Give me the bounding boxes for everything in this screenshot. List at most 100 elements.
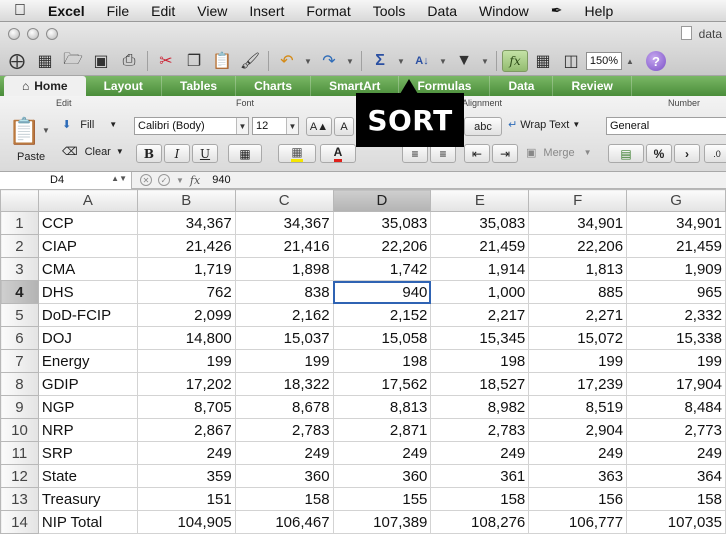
formula-input[interactable]: 940: [212, 174, 231, 186]
tab-review[interactable]: Review: [553, 76, 632, 96]
cell-c4[interactable]: 838: [234, 280, 334, 304]
menu-help[interactable]: Help: [584, 2, 614, 19]
menu-app[interactable]: Excel: [48, 2, 85, 19]
paste-label[interactable]: Paste: [17, 151, 46, 163]
cell-f9[interactable]: 8,519: [528, 395, 628, 419]
chevron-down-icon[interactable]: ▼: [481, 56, 489, 66]
cell-c9[interactable]: 8,678: [234, 395, 334, 419]
cell-g10[interactable]: 2,773: [626, 418, 726, 442]
row-header[interactable]: 7: [0, 349, 39, 373]
row-header[interactable]: 11: [0, 441, 39, 465]
wrap-text-button[interactable]: ↵ Wrap Text ▼: [508, 118, 580, 132]
cell-c11[interactable]: 249: [234, 441, 334, 465]
confirm-entry-icon[interactable]: ✓: [158, 174, 170, 186]
sort-icon[interactable]: A↓: [415, 55, 429, 67]
cell-f13[interactable]: 156: [528, 487, 628, 511]
column-header-e[interactable]: E: [430, 189, 530, 212]
cell-a9[interactable]: NGP: [37, 395, 138, 419]
cell-d12[interactable]: 360: [332, 464, 432, 488]
format-painter-icon[interactable]: 🖌: [239, 53, 261, 70]
increase-font-button[interactable]: A▲: [306, 117, 332, 136]
menu-data[interactable]: Data: [427, 2, 457, 19]
save-icon[interactable]: ▣: [93, 53, 109, 70]
cell-b2[interactable]: 21,426: [136, 234, 236, 258]
new-workbook-icon[interactable]: ⨁: [9, 53, 25, 70]
column-header-c[interactable]: C: [234, 189, 334, 212]
cell-c14[interactable]: 106,467: [234, 510, 334, 534]
fill-button[interactable]: ⬇ Fill ▼: [62, 118, 117, 132]
cell-e6[interactable]: 15,345: [430, 326, 530, 350]
cell-a12[interactable]: State: [37, 464, 138, 488]
cell-f11[interactable]: 249: [528, 441, 628, 465]
cell-b11[interactable]: 249: [136, 441, 236, 465]
cell-b9[interactable]: 8,705: [136, 395, 236, 419]
cell-e8[interactable]: 18,527: [430, 372, 530, 396]
cell-f12[interactable]: 363: [528, 464, 628, 488]
chevron-down-icon[interactable]: ▼: [304, 56, 312, 66]
cell-c8[interactable]: 18,322: [234, 372, 334, 396]
cell-g6[interactable]: 15,338: [626, 326, 726, 350]
cell-f6[interactable]: 15,072: [528, 326, 628, 350]
cell-d7[interactable]: 198: [332, 349, 432, 373]
cell-a6[interactable]: DOJ: [37, 326, 138, 350]
cell-a14[interactable]: NIP Total: [37, 510, 138, 534]
cell-b13[interactable]: 151: [136, 487, 236, 511]
menu-window[interactable]: Window: [479, 2, 529, 19]
row-header[interactable]: 2: [0, 234, 39, 258]
bold-button[interactable]: B: [136, 144, 162, 163]
row-header[interactable]: 1: [0, 211, 39, 235]
gallery-icon[interactable]: ▦: [535, 53, 551, 70]
cell-d1[interactable]: 35,083: [332, 211, 432, 235]
cell-g8[interactable]: 17,904: [626, 372, 726, 396]
chevron-down-icon[interactable]: ▼: [439, 56, 447, 66]
select-all-corner[interactable]: [0, 189, 39, 212]
zoom-window-button[interactable]: [46, 28, 58, 40]
cell-g12[interactable]: 364: [626, 464, 726, 488]
cell-b14[interactable]: 104,905: [136, 510, 236, 534]
redo-icon[interactable]: ↷: [322, 53, 336, 70]
row-header[interactable]: 5: [0, 303, 39, 327]
zoom-select[interactable]: 150%: [586, 52, 622, 70]
decrease-indent-button[interactable]: ⇤: [464, 144, 490, 163]
cell-e3[interactable]: 1,914: [430, 257, 530, 281]
paste-icon[interactable]: 📋: [212, 53, 232, 70]
undo-icon[interactable]: ↶: [280, 53, 294, 70]
menu-insert[interactable]: Insert: [249, 2, 285, 19]
cell-c7[interactable]: 199: [234, 349, 334, 373]
column-header-b[interactable]: B: [136, 189, 236, 212]
cell-c13[interactable]: 158: [234, 487, 334, 511]
cell-c12[interactable]: 360: [234, 464, 334, 488]
cell-g1[interactable]: 34,901: [626, 211, 726, 235]
number-format-select[interactable]: General: [606, 117, 726, 135]
cell-g14[interactable]: 107,035: [626, 510, 726, 534]
cut-icon[interactable]: ✂: [159, 53, 173, 70]
cell-e2[interactable]: 21,459: [430, 234, 530, 258]
clear-button[interactable]: ⌫ Clear ▼: [62, 145, 124, 159]
row-header[interactable]: 9: [0, 395, 39, 419]
name-box-stepper-icon[interactable]: ▲▼: [111, 173, 127, 183]
tab-layout[interactable]: Layout: [86, 76, 162, 96]
toolbox-icon[interactable]: ◫: [563, 53, 579, 70]
cell-a2[interactable]: CIAP: [37, 234, 138, 258]
chevron-down-icon[interactable]: ▼: [42, 126, 50, 135]
cell-e10[interactable]: 2,783: [430, 418, 530, 442]
paste-clipboard-icon[interactable]: 📋: [8, 116, 41, 146]
cell-d11[interactable]: 249: [332, 441, 432, 465]
print-icon[interactable]: ⎙: [122, 52, 136, 69]
orientation-button[interactable]: abc: [464, 117, 502, 136]
cell-d6[interactable]: 15,058: [332, 326, 432, 350]
increase-indent-button[interactable]: ⇥: [492, 144, 518, 163]
cell-f2[interactable]: 22,206: [528, 234, 628, 258]
cell-e13[interactable]: 158: [430, 487, 530, 511]
column-header-d[interactable]: D: [332, 189, 432, 212]
cell-f4[interactable]: 885: [528, 280, 628, 304]
cell-d14[interactable]: 107,389: [332, 510, 432, 534]
percent-button[interactable]: %: [646, 144, 672, 163]
row-header[interactable]: 3: [0, 257, 39, 281]
cell-g3[interactable]: 1,909: [626, 257, 726, 281]
cell-e4[interactable]: 1,000: [430, 280, 530, 304]
menu-format[interactable]: Format: [306, 2, 351, 19]
cell-e1[interactable]: 35,083: [430, 211, 530, 235]
cell-a11[interactable]: SRP: [37, 441, 138, 465]
increase-decimal-button[interactable]: .0: [704, 144, 726, 163]
